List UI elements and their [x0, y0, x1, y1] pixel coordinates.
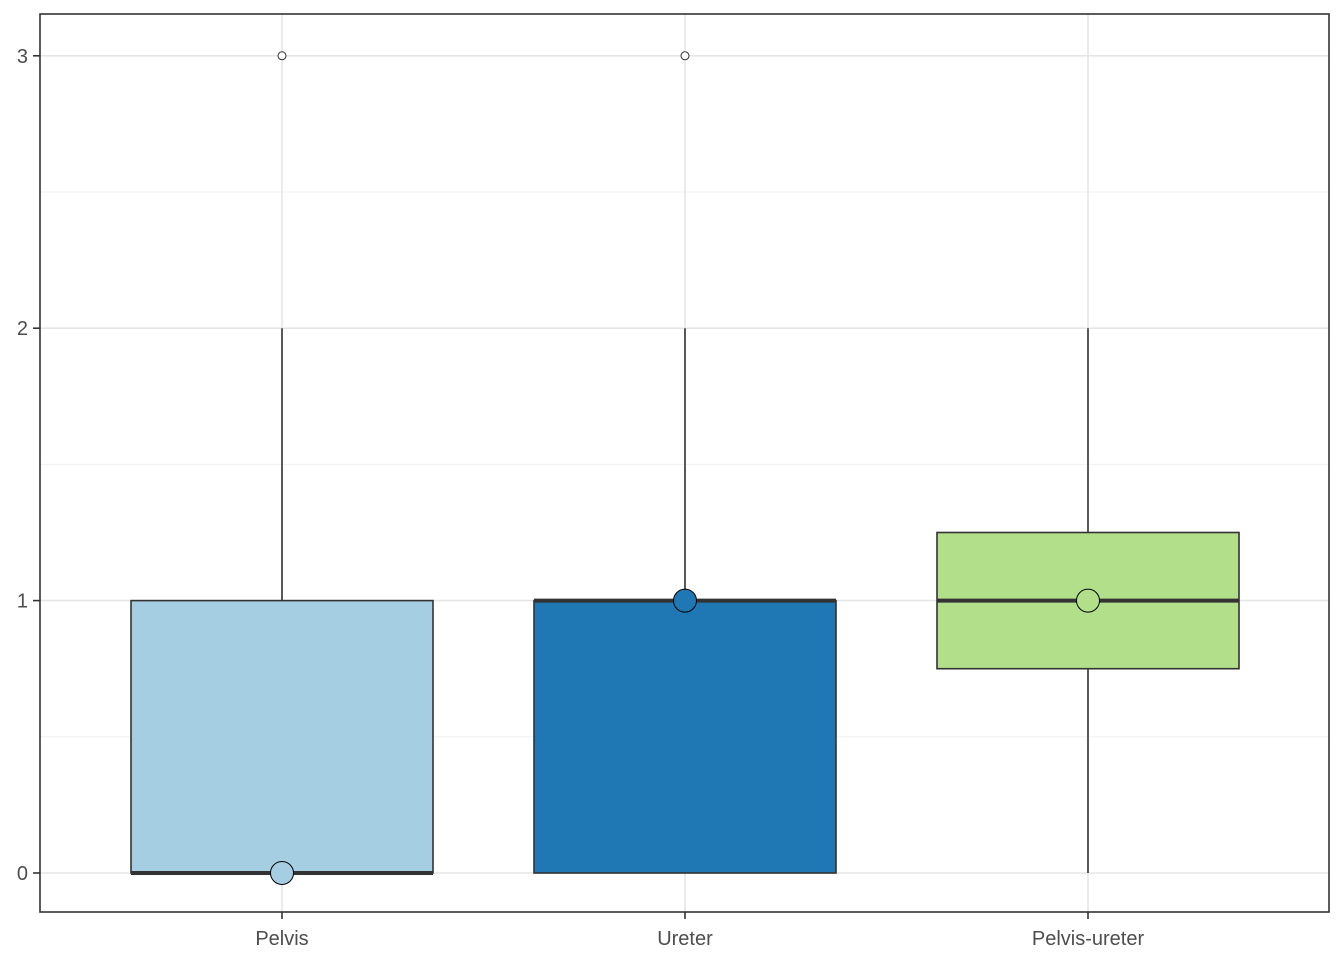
y-tick-label: 1: [17, 591, 28, 613]
x-tick-label: Pelvis: [255, 928, 308, 950]
mean-point: [270, 861, 294, 885]
box: [533, 599, 837, 874]
x-tick-label: Pelvis-ureter: [1032, 928, 1145, 950]
box-group: [130, 51, 434, 885]
mean-point: [1076, 588, 1100, 613]
y-tick-label: 2: [17, 318, 28, 340]
outlier-point: [277, 51, 287, 61]
outlier-point: [680, 51, 690, 61]
x-tick-label: Ureter: [657, 928, 713, 950]
y-tick-label: 0: [17, 863, 28, 885]
mean-point: [673, 588, 697, 613]
box-group: [533, 51, 837, 874]
box-group: [936, 328, 1240, 873]
box: [130, 599, 434, 874]
y-tick-label: 3: [17, 46, 28, 68]
